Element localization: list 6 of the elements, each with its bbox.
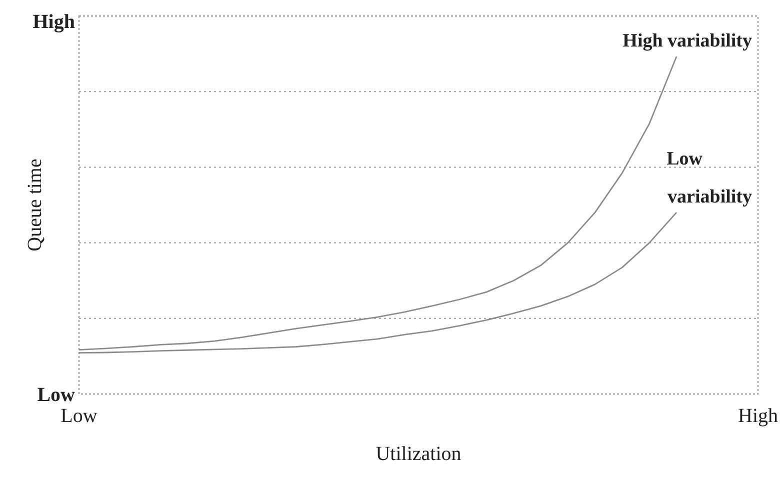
- text: High: [32, 11, 75, 33]
- text: Low: [37, 384, 76, 406]
- x-axis-title: Utilization: [376, 443, 462, 465]
- series-label: Low variability: [666, 148, 752, 208]
- series-label: High variability: [622, 30, 752, 52]
- y-axis-title: Queue time: [24, 158, 46, 252]
